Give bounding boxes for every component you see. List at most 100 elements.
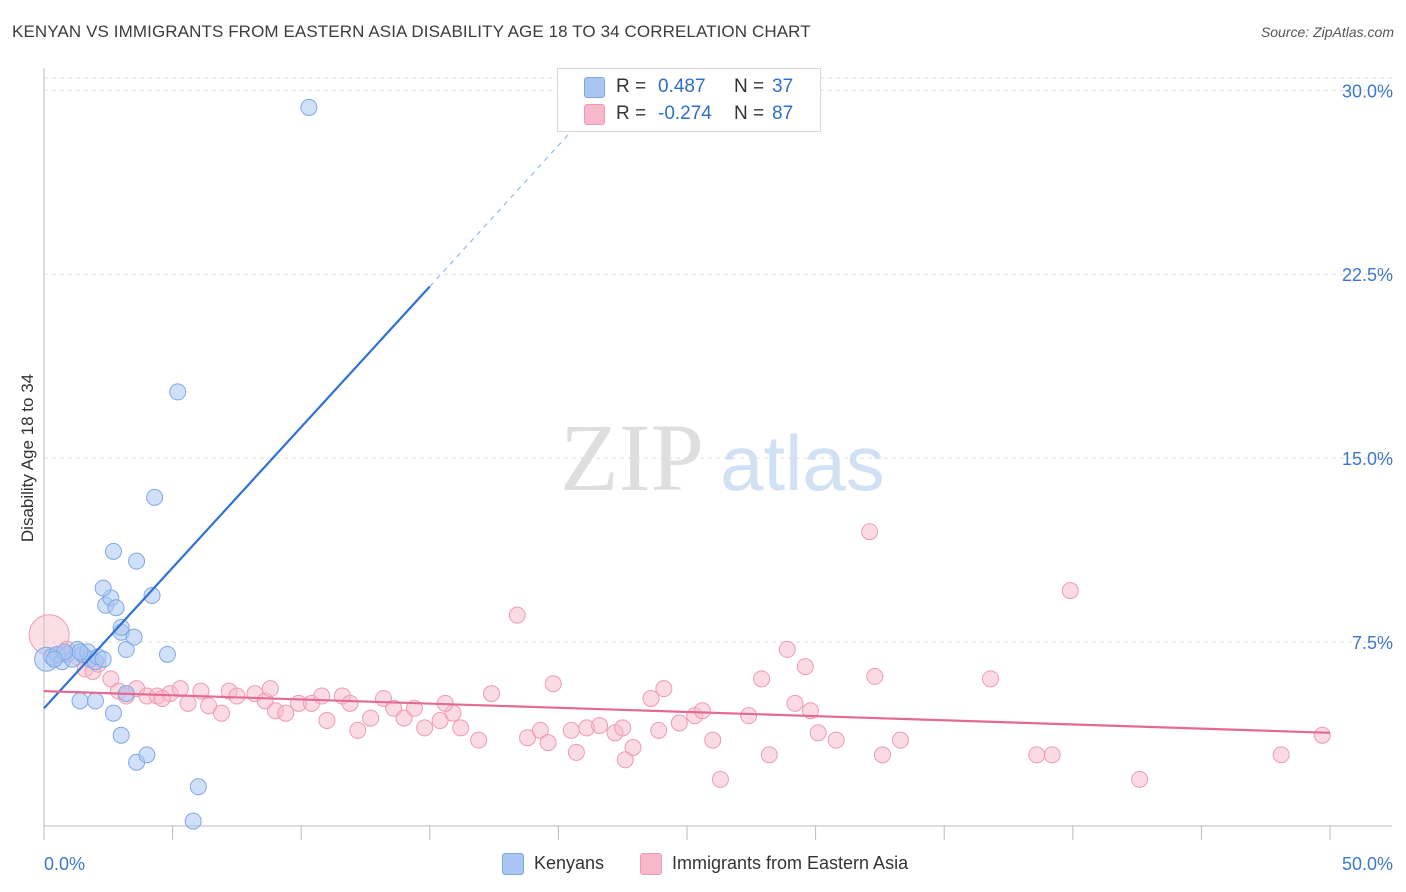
immigrants-point — [362, 709, 380, 727]
immigrants-point — [873, 746, 891, 764]
immigrants-swatch — [584, 104, 605, 125]
kenyans-points — [34, 98, 318, 830]
watermark-atlas: atlas — [720, 419, 885, 507]
immigrants-point — [786, 694, 804, 712]
immigrants-point — [891, 731, 909, 749]
immigrants-point — [1131, 770, 1149, 788]
immigrants-points — [28, 523, 1331, 788]
immigrants-point — [277, 704, 295, 722]
r-value: 0.487 — [658, 76, 706, 97]
kenyans-point — [45, 650, 63, 668]
immigrants-point — [508, 606, 526, 624]
immigrants-point — [740, 707, 758, 725]
kenyans-point — [71, 643, 89, 661]
kenyans-point — [107, 599, 125, 617]
immigrants-point — [212, 704, 230, 722]
immigrants-point — [642, 689, 660, 707]
kenyans-point — [86, 692, 104, 710]
immigrants-point — [778, 640, 796, 658]
r-value: -0.274 — [658, 103, 712, 124]
immigrants-point — [313, 687, 331, 705]
immigrants-point — [179, 694, 197, 712]
immigrants-point — [385, 699, 403, 717]
immigrants-point — [153, 689, 171, 707]
immigrants-point — [531, 721, 549, 739]
immigrants-point — [171, 680, 189, 698]
chart-title: KENYAN VS IMMIGRANTS FROM EASTERN ASIA D… — [12, 22, 811, 41]
n-label: N = — [734, 103, 765, 124]
kenyans-trend-line — [43, 285, 431, 710]
kenyans-point — [125, 628, 143, 646]
x-tick-label: 0.0% — [44, 854, 85, 874]
immigrants-point — [655, 680, 673, 698]
immigrants-point — [616, 751, 634, 769]
immigrants-legend-swatch — [640, 853, 662, 875]
immigrants-point — [704, 731, 722, 749]
immigrants-point — [102, 670, 120, 688]
x-tick-label: 50.0% — [1342, 854, 1393, 874]
immigrants-point — [1061, 582, 1079, 600]
kenyans-swatch — [584, 77, 605, 98]
kenyans-point — [104, 542, 122, 560]
immigrants-point — [614, 719, 632, 737]
immigrants-point — [349, 721, 367, 739]
kenyans-point — [94, 579, 112, 597]
kenyans-legend-swatch — [502, 853, 524, 875]
n-label: N = — [734, 76, 765, 97]
immigrants-point — [416, 719, 434, 737]
kenyans-point — [158, 645, 176, 663]
kenyans-point — [143, 586, 161, 604]
immigrants-point — [591, 716, 609, 734]
kenyans-point — [71, 692, 89, 710]
kenyans-point — [138, 746, 156, 764]
immigrants-point — [452, 719, 470, 737]
kenyans-point — [94, 650, 112, 668]
kenyans-legend-label: Kenyans — [534, 853, 605, 873]
immigrants-point — [827, 731, 845, 749]
immigrants-point — [544, 675, 562, 693]
watermark: ZIP atlas — [560, 404, 885, 511]
immigrants-point — [1028, 746, 1046, 764]
immigrants-legend-label: Immigrants from Eastern Asia — [672, 853, 909, 873]
y-tick-label: 22.5% — [1342, 265, 1393, 285]
watermark-zip: ZIP — [560, 404, 704, 511]
y-tick-label: 15.0% — [1342, 449, 1393, 469]
kenyans-point — [300, 98, 318, 116]
immigrants-point — [760, 746, 778, 764]
kenyans-point — [112, 726, 130, 744]
immigrants-point — [693, 702, 711, 720]
y-tick-label: 30.0% — [1342, 81, 1393, 101]
immigrants-point — [261, 680, 279, 698]
kenyans-point — [112, 618, 130, 636]
n-value: 87 — [772, 103, 794, 124]
kenyans-point — [189, 778, 207, 796]
n-value: 37 — [772, 76, 794, 97]
trend-lines — [43, 116, 1331, 734]
r-label: R = — [616, 76, 647, 97]
y-axis-label: Disability Age 18 to 34 — [18, 373, 37, 543]
immigrants-point — [562, 721, 580, 739]
immigrants-trend-line — [43, 690, 1331, 734]
immigrants-point — [318, 712, 336, 730]
immigrants-point — [981, 670, 999, 688]
immigrants-point — [519, 729, 537, 747]
immigrants-point — [483, 685, 501, 703]
kenyans-point — [128, 552, 146, 570]
immigrants-point — [866, 667, 884, 685]
kenyans-point — [146, 488, 164, 506]
immigrants-point — [753, 670, 771, 688]
immigrants-point — [1313, 726, 1331, 744]
y-tick-label: 7.5% — [1352, 633, 1393, 653]
immigrants-point — [861, 523, 879, 541]
r-label: R = — [616, 103, 647, 124]
immigrants-point — [650, 721, 668, 739]
immigrants-point — [809, 724, 827, 742]
kenyans-point — [104, 704, 122, 722]
correlation-legend: R = 0.487 N = 37 R = -0.274 N = 87 — [557, 68, 821, 132]
immigrants-point — [1043, 746, 1061, 764]
source-credit: Source: ZipAtlas.com — [1260, 24, 1394, 40]
immigrants-point — [228, 687, 246, 705]
tick-labels: 7.5% 15.0% 22.5% 30.0% 0.0% 50.0% — [44, 81, 1393, 874]
kenyans-trend-extension — [429, 116, 585, 287]
